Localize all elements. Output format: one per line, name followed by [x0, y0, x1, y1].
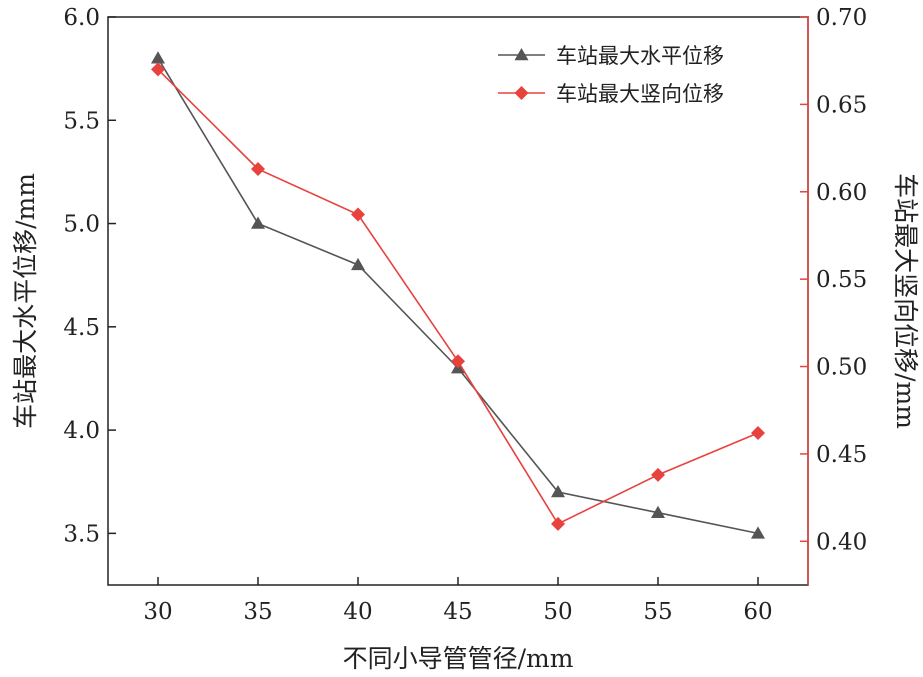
series-2-point-45 — [451, 354, 465, 369]
x-tick-label-60: 60 — [743, 599, 772, 625]
left-y-axis-title: 车站最大水平位移/mm — [11, 173, 40, 429]
x-tick-label-50: 50 — [543, 599, 572, 625]
right-y-tick-label-0.55: 0.55 — [816, 267, 867, 293]
legend-marker-2 — [514, 86, 529, 100]
series-2-point-40 — [351, 207, 365, 222]
x-tick-label-45: 45 — [443, 599, 472, 625]
series-2-point-60 — [751, 425, 765, 440]
x-tick-label-55: 55 — [643, 599, 672, 625]
right-y-tick-label-0.65: 0.65 — [816, 92, 867, 118]
x-tick-label-40: 40 — [343, 599, 372, 625]
series-1-point-30 — [151, 51, 165, 64]
left-y-tick-label-5.0: 5.0 — [63, 212, 100, 238]
series-1-point-35 — [251, 216, 265, 229]
series-1-point-55 — [651, 505, 665, 518]
series-1 — [151, 51, 765, 539]
series-2-point-35 — [251, 162, 265, 177]
series-2-point-50 — [551, 516, 565, 531]
series-2 — [151, 62, 765, 531]
series-1-line — [157, 57, 759, 535]
right-y-axis-ticks: 0.40 0.45 0.50 0.55 0.60 0.65 0.70 — [800, 5, 867, 555]
series-layer — [151, 51, 765, 539]
right-y-tick-label-0.40: 0.40 — [816, 529, 867, 555]
left-y-axis-ticks: 3.5 4.0 4.5 5.0 5.5 6.0 — [63, 5, 116, 547]
left-y-tick-label-4.5: 4.5 — [63, 315, 100, 341]
x-tick-label-30: 30 — [143, 599, 172, 625]
left-y-tick-label-3.5: 3.5 — [63, 521, 100, 547]
right-y-tick-label-0.45: 0.45 — [816, 442, 867, 468]
series-1-point-50 — [551, 485, 565, 498]
series-2-point-30 — [151, 62, 165, 77]
right-y-tick-label-0.60: 0.60 — [816, 180, 867, 206]
series-1-point-40 — [351, 257, 365, 271]
series-2-line — [157, 68, 759, 525]
series-1-point-60 — [751, 526, 765, 539]
x-axis-ticks: 30 35 40 45 50 55 60 — [143, 577, 773, 625]
legend-label-1: 车站最大水平位移 — [556, 44, 724, 68]
legend-marker-1 — [514, 48, 529, 61]
legend-label-2: 车站最大竖向位移 — [556, 82, 724, 106]
left-y-tick-label-6.0: 6.0 — [63, 5, 100, 31]
x-axis-title: 不同小导管管径/mm — [343, 644, 574, 673]
left-y-tick-label-4.0: 4.0 — [63, 418, 100, 444]
left-y-tick-label-5.5: 5.5 — [63, 108, 100, 134]
right-y-tick-label-0.70: 0.70 — [816, 5, 867, 31]
x-tick-label-35: 35 — [243, 599, 272, 625]
series-2-point-55 — [651, 467, 665, 482]
right-y-axis-title: 车站最大竖向位移/mm — [891, 173, 920, 429]
right-y-tick-label-0.50: 0.50 — [816, 355, 867, 381]
